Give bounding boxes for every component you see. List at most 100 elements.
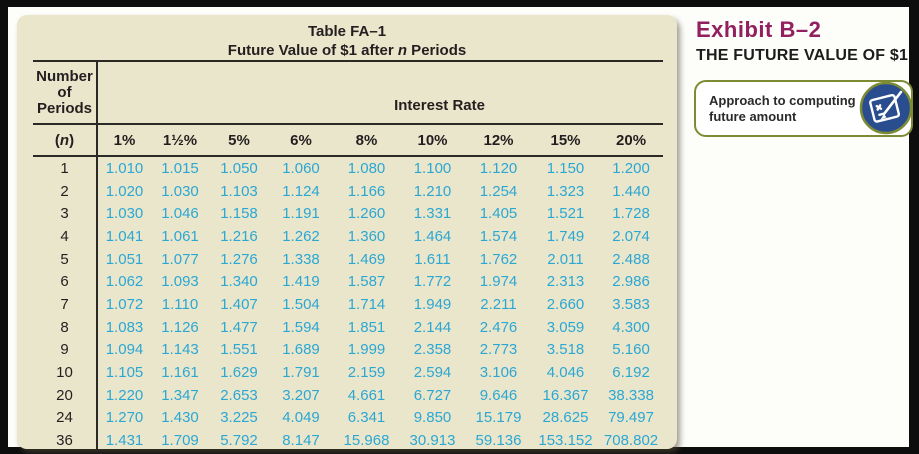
table-row: 5 1.051 1.077 1.276 1.338 1.469 1.611 1.762 2.01…	[33, 247, 663, 271]
table-row: 1 1.010 1.015 1.050 1.060 1.080 1.100 1.120 1.15…	[33, 156, 663, 180]
value-cell: 1.574	[479, 227, 518, 245]
value-cell: 1.260	[347, 205, 386, 223]
value-cell: 1.060	[282, 159, 320, 177]
value-cell: 1.276	[220, 250, 258, 268]
value-cell: 9.850	[413, 409, 452, 427]
period-cell: 3	[60, 205, 69, 223]
value-cell: 1.594	[282, 318, 320, 336]
value-cell: 1.210	[413, 182, 452, 200]
table-title-block: Table FA–1 Future Value of $1 after n Pe…	[17, 15, 677, 60]
table-row: 8 1.083 1.126 1.477 1.594 1.851 2.144 2.476 3.05…	[33, 315, 663, 339]
table-subtitle: Future Value of $1 after n Periods	[227, 42, 467, 59]
period-cell: 7	[60, 295, 69, 313]
exhibit-title: THE FUTURE VALUE OF $1	[696, 47, 909, 64]
value-cell: 1.340	[220, 273, 258, 291]
table-row: 2 1.020 1.030 1.103 1.124 1.166 1.210 1.254 1.32…	[33, 179, 663, 203]
value-cell: 1.050	[220, 159, 258, 177]
value-cell: 4.046	[546, 364, 585, 382]
value-cell: 59.136	[475, 432, 522, 450]
table-row: 20 1.220 1.347 2.653 3.207 4.661 6.727 9.646 16.…	[33, 383, 663, 407]
value-cell: 4.049	[282, 409, 320, 427]
value-cell: 1.105	[96, 361, 151, 384]
value-cell: 1.270	[96, 406, 151, 430]
period-cell: 1	[60, 159, 69, 177]
value-cell: 1.323	[546, 182, 585, 200]
rate-column-header: 1%	[96, 124, 151, 157]
value-cell: 2.773	[479, 341, 518, 359]
value-cell: 1.419	[282, 273, 320, 291]
rate-column-header: 6%	[269, 124, 333, 157]
value-cell: 1.020	[96, 179, 151, 203]
rate-column-header: 1½%	[151, 124, 209, 157]
value-cell: 3.225	[220, 409, 258, 427]
period-cell: 9	[60, 341, 69, 359]
value-cell: 1.338	[282, 250, 320, 268]
rate-header-row: (n) 1% 1½% 5% 6% 8% 10% 12% 15% 20%	[33, 124, 664, 157]
value-cell: 1.749	[546, 227, 585, 245]
value-cell: 2.074	[612, 227, 650, 245]
value-cell: 1.407	[220, 295, 258, 313]
table-row: 3 1.030 1.046 1.158 1.191 1.260 1.331 1.405 1.52…	[33, 202, 663, 226]
value-cell: 2.986	[612, 273, 650, 291]
future-value-table: Number of Periods Interest Rate (n) 1% 1…	[33, 60, 664, 452]
interest-rate-group-header: Interest Rate	[95, 60, 664, 125]
value-cell: 2.144	[413, 318, 452, 336]
value-cell: 1.093	[161, 273, 199, 291]
rate-column-header: 10%	[400, 124, 465, 157]
value-cell: 1.083	[96, 315, 151, 339]
value-cell: 1.360	[347, 227, 386, 245]
value-cell: 3.106	[479, 364, 518, 382]
value-cell: 1.430	[161, 409, 199, 427]
period-cell: 8	[60, 318, 69, 336]
value-cell: 153.152	[538, 432, 593, 450]
value-cell: 1.974	[479, 273, 518, 291]
table-row: 36 1.431 1.709 5.792 8.147 15.968 30.913 59.136…	[33, 429, 663, 452]
periods-column-header: Number of Periods	[33, 60, 97, 125]
value-cell: 2.594	[413, 364, 452, 382]
value-cell: 3.518	[546, 341, 585, 359]
table-row: 6 1.062 1.093 1.340 1.419 1.587 1.772 1.974 2.31…	[33, 270, 663, 294]
value-cell: 1.762	[479, 250, 518, 268]
period-cell: 10	[56, 364, 73, 382]
rate-column-header: 8%	[333, 124, 400, 157]
table-title: Table FA–1	[307, 23, 387, 40]
value-cell: 1.851	[347, 318, 386, 336]
value-cell: 1.120	[479, 159, 518, 177]
value-cell: 1.191	[282, 205, 320, 223]
value-cell: 3.059	[546, 318, 585, 336]
value-cell: 15.968	[343, 432, 390, 450]
value-cell: 1.728	[612, 205, 650, 223]
value-cell: 3.583	[612, 295, 650, 313]
period-cell: 20	[56, 386, 73, 404]
value-cell: 1.015	[161, 159, 199, 177]
value-cell: 1.440	[612, 182, 650, 200]
exhibit-label: Exhibit B–2	[696, 17, 822, 42]
value-cell: 2.011	[547, 250, 584, 268]
future-value-table-panel: Table FA–1 Future Value of $1 after n Pe…	[17, 15, 677, 452]
value-cell: 4.300	[612, 318, 650, 336]
value-cell: 1.077	[161, 250, 199, 268]
notepad-pencil-icon	[859, 81, 913, 135]
table-row: 10 1.105 1.161 1.629 1.791 2.159 2.594 3.106 4.0…	[33, 361, 663, 384]
value-cell: 1.100	[413, 159, 452, 177]
value-cell: 16.367	[542, 386, 589, 404]
value-cell: 5.792	[220, 432, 258, 450]
value-cell: 4.661	[347, 386, 386, 404]
value-cell: 1.772	[413, 273, 452, 291]
value-cell: 2.488	[612, 250, 650, 268]
value-cell: 1.124	[282, 182, 320, 200]
rate-column-header: 12%	[465, 124, 532, 157]
value-cell: 6.192	[612, 364, 650, 382]
value-cell: 1.062	[96, 270, 151, 294]
value-cell: 1.200	[612, 159, 650, 177]
value-cell: 15.179	[475, 409, 522, 427]
value-cell: 1.216	[220, 227, 258, 245]
value-cell: 1.405	[479, 205, 518, 223]
value-cell: 1.010	[96, 156, 151, 180]
value-cell: 38.338	[608, 386, 654, 404]
value-cell: 9.646	[479, 386, 518, 404]
period-cell: 2	[60, 182, 69, 200]
value-cell: 2.159	[347, 364, 386, 382]
period-cell: 24	[56, 409, 73, 427]
